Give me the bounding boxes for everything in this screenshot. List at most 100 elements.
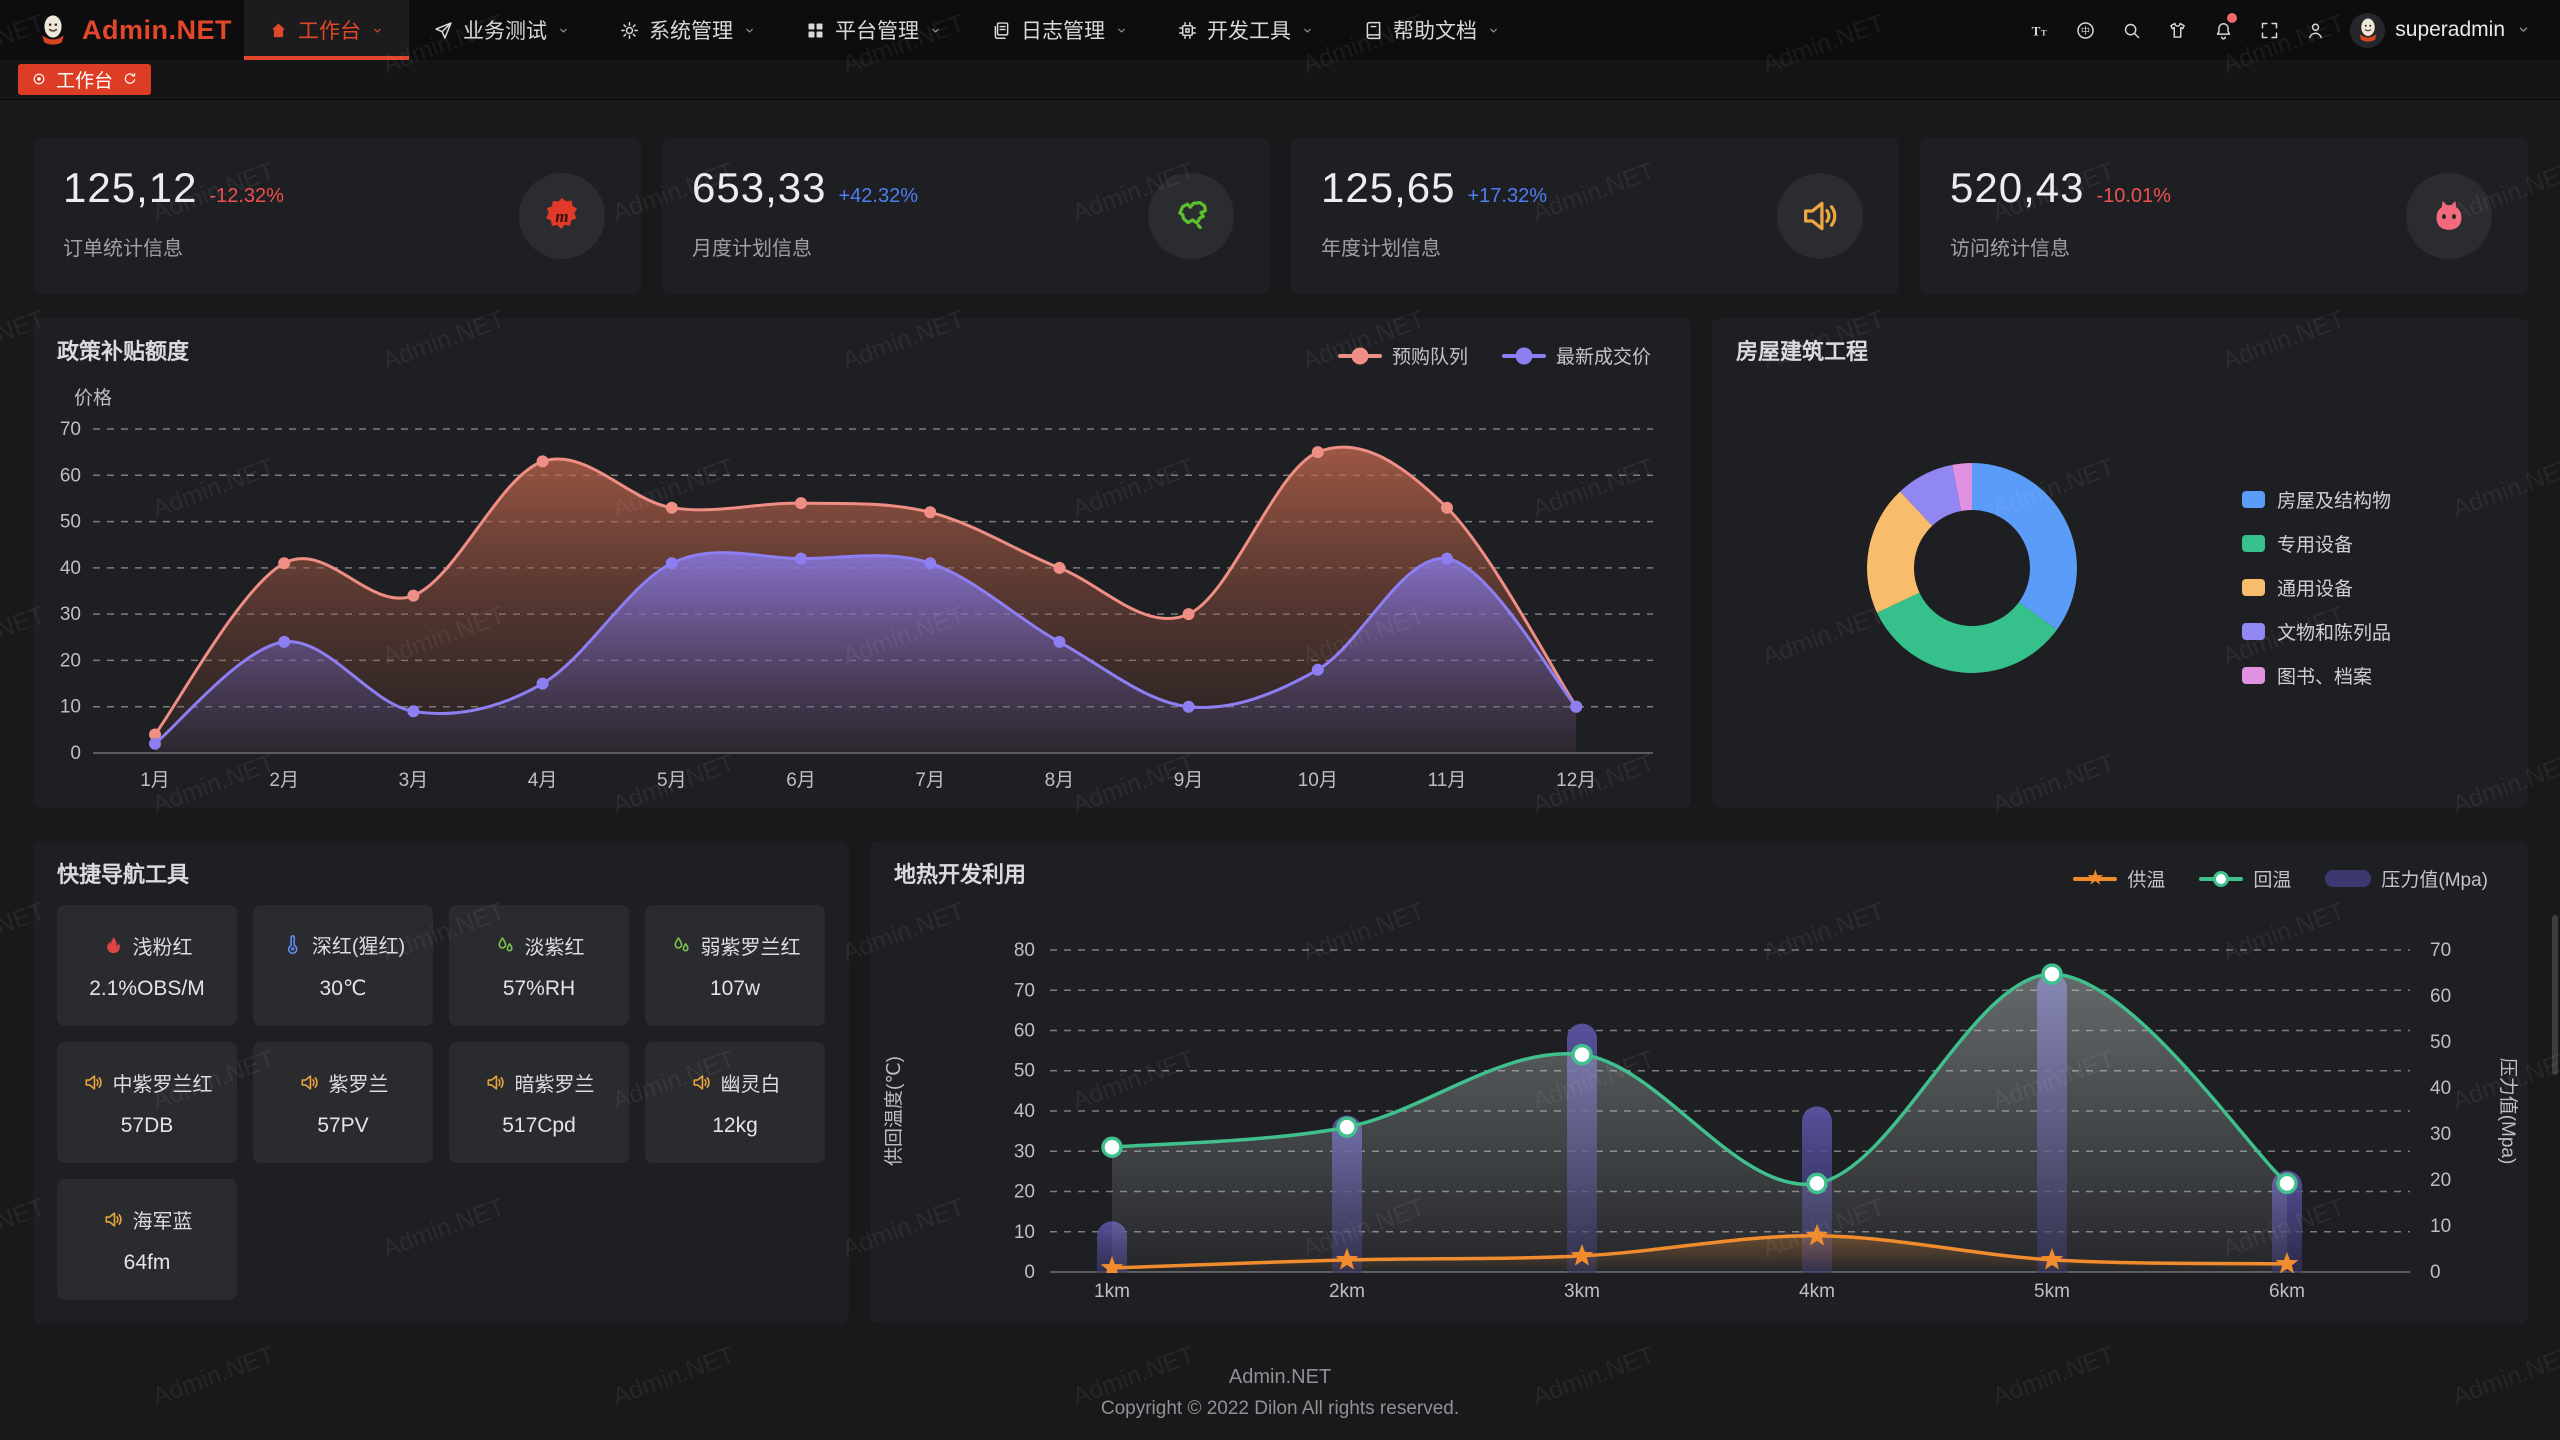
donut-legend-item-图书、档案[interactable]: 图书、档案 <box>2242 662 2391 689</box>
legend-item-预购队列[interactable]: 预购队列 <box>1337 342 1468 369</box>
donut-legend-item-专用设备[interactable]: 专用设备 <box>2242 530 2391 557</box>
profile-icon <box>2308 23 2322 38</box>
chevron-down-icon <box>560 28 567 32</box>
tile-value: 517Cpd <box>502 1113 576 1137</box>
chevron-down-icon <box>1118 28 1125 32</box>
svg-text:0: 0 <box>2430 1262 2441 1283</box>
chevron-down-icon <box>374 28 381 32</box>
donut-legend-item-房屋及结构物[interactable]: 房屋及结构物 <box>2242 486 2391 513</box>
donut-segment[interactable] <box>1972 463 2077 630</box>
chevron-down-icon <box>2515 21 2532 39</box>
tool-language-icon[interactable]: 中 <box>2062 0 2108 60</box>
tool-notification-icon[interactable] <box>2200 0 2246 60</box>
tool-profile-icon[interactable] <box>2292 0 2338 60</box>
svg-text:0: 0 <box>70 743 81 764</box>
tab-workbench[interactable]: 工作台 <box>18 64 152 95</box>
svg-text:5月: 5月 <box>657 770 687 791</box>
svg-text:10月: 10月 <box>1298 770 1338 791</box>
refresh-icon[interactable] <box>122 69 138 91</box>
menu-item-6[interactable]: 帮助文档 <box>1339 0 1525 60</box>
tile-value: 107w <box>709 976 761 1000</box>
menu-item-3[interactable]: 平台管理 <box>781 0 967 60</box>
svg-text:40: 40 <box>1014 1101 1035 1122</box>
svg-text:50: 50 <box>60 512 81 533</box>
svg-text:4月: 4月 <box>528 770 558 791</box>
search-icon <box>2124 23 2140 38</box>
tool-fullscreen-icon[interactable] <box>2246 0 2292 60</box>
legend-label: 预购队列 <box>1391 347 1468 368</box>
tile-name: 弱紫罗兰红 <box>700 936 801 959</box>
building-donut-chart <box>1867 463 2077 673</box>
donut-segment[interactable] <box>1877 592 2057 673</box>
mascot-icon <box>42 15 64 45</box>
stat-value: 653,33 <box>692 164 827 211</box>
speaker-icon <box>300 1074 318 1090</box>
fullscreen-icon <box>2261 22 2278 38</box>
gear-icon <box>621 21 638 39</box>
svg-text:供回温度(℃): 供回温度(℃) <box>883 1056 905 1166</box>
refresh-icon <box>124 73 136 85</box>
tool-search-icon[interactable] <box>2108 0 2154 60</box>
svg-text:40: 40 <box>2430 1078 2451 1099</box>
svg-text:10: 10 <box>1014 1222 1035 1243</box>
panel-title: 政策补贴额度 <box>57 339 190 364</box>
scrollbar-thumb[interactable] <box>2552 915 2558 1075</box>
stat-delta: +42.32% <box>838 185 918 207</box>
menu-item-2[interactable]: 系统管理 <box>595 0 781 60</box>
svg-text:50: 50 <box>2430 1032 2451 1053</box>
legend-label: 最新成交价 <box>1555 347 1651 368</box>
navbar-spacer <box>1525 0 2016 60</box>
user-menu[interactable]: superadmin <box>2338 0 2560 60</box>
menu-item-label: 系统管理 <box>649 20 733 43</box>
tile-value: 57PV <box>317 1113 369 1137</box>
legend-item-最新成交价[interactable]: 最新成交价 <box>1501 342 1651 369</box>
legend-swatch <box>2242 579 2265 596</box>
quick-nav-tile-7[interactable]: 幽灵白 12kg <box>645 1042 825 1163</box>
menu-item-0[interactable]: 工作台 <box>244 0 409 60</box>
quick-nav-grid: 浅粉红 2.1%OBS/M 深红(猩红) 30℃ 淡紫红 57%RH 弱紫罗兰红 107w 中紫… <box>57 905 825 1300</box>
svg-text:50: 50 <box>1014 1061 1035 1082</box>
speaker-icon <box>84 1074 102 1090</box>
quick-nav-tile-2[interactable]: 淡紫红 57%RH <box>449 905 629 1026</box>
quick-nav-tile-3[interactable]: 弱紫罗兰红 107w <box>645 905 825 1026</box>
panel-title: 地热开发利用 <box>894 862 1027 887</box>
donut-legend-item-文物和陈列品[interactable]: 文物和陈列品 <box>2242 618 2391 645</box>
menu-item-label: 工作台 <box>298 20 361 43</box>
svg-text:0: 0 <box>1024 1262 1035 1283</box>
legend-item-供温[interactable]: ★ 供温 <box>2073 865 2165 892</box>
svg-text:7月: 7月 <box>915 770 945 791</box>
brand[interactable]: Admin.NET <box>0 0 244 60</box>
menu-item-label: 开发工具 <box>1207 20 1291 43</box>
menu-item-1[interactable]: 业务测试 <box>409 0 595 60</box>
stat-delta: -10.01% <box>2096 185 2171 207</box>
legend-label: 图书、档案 <box>2277 667 2373 688</box>
donut-segment[interactable] <box>1867 491 1933 613</box>
quick-nav-tile-4[interactable]: 中紫罗兰红 57DB <box>57 1042 237 1163</box>
quick-nav-tile-5[interactable]: 紫罗兰 57PV <box>253 1042 433 1163</box>
quick-nav-tile-0[interactable]: 浅粉红 2.1%OBS/M <box>57 905 237 1026</box>
donut-segment[interactable] <box>1900 464 1962 526</box>
donut-legend-item-通用设备[interactable]: 通用设备 <box>2242 574 2391 601</box>
thermometer-icon <box>287 935 298 955</box>
menu-item-5[interactable]: 开发工具 <box>1153 0 1339 60</box>
stat-icon-circle <box>1777 173 1863 259</box>
donut-segment[interactable] <box>1952 463 1972 511</box>
legend-item-回温[interactable]: 回温 <box>2199 865 2291 892</box>
quick-nav-tile-8[interactable]: 海军蓝 64fm <box>57 1179 237 1300</box>
menu-item-4[interactable]: 日志管理 <box>967 0 1153 60</box>
home-icon <box>271 23 286 37</box>
tool-theme-icon[interactable] <box>2154 0 2200 60</box>
svg-text:30: 30 <box>60 604 81 625</box>
legend-item-压力值(Mpa)[interactable]: 压力值(Mpa) <box>2325 865 2488 892</box>
quick-nav-tile-6[interactable]: 暗紫罗兰 517Cpd <box>449 1042 629 1163</box>
svg-text:6km: 6km <box>2269 1281 2305 1301</box>
notification-badge <box>2227 13 2238 23</box>
book-icon <box>1366 21 1381 39</box>
tile-name: 紫罗兰 <box>328 1073 389 1096</box>
quick-nav-tile-1[interactable]: 深红(猩红) 30℃ <box>253 905 433 1026</box>
username: superadmin <box>2395 18 2505 41</box>
dot-icon <box>31 69 47 91</box>
